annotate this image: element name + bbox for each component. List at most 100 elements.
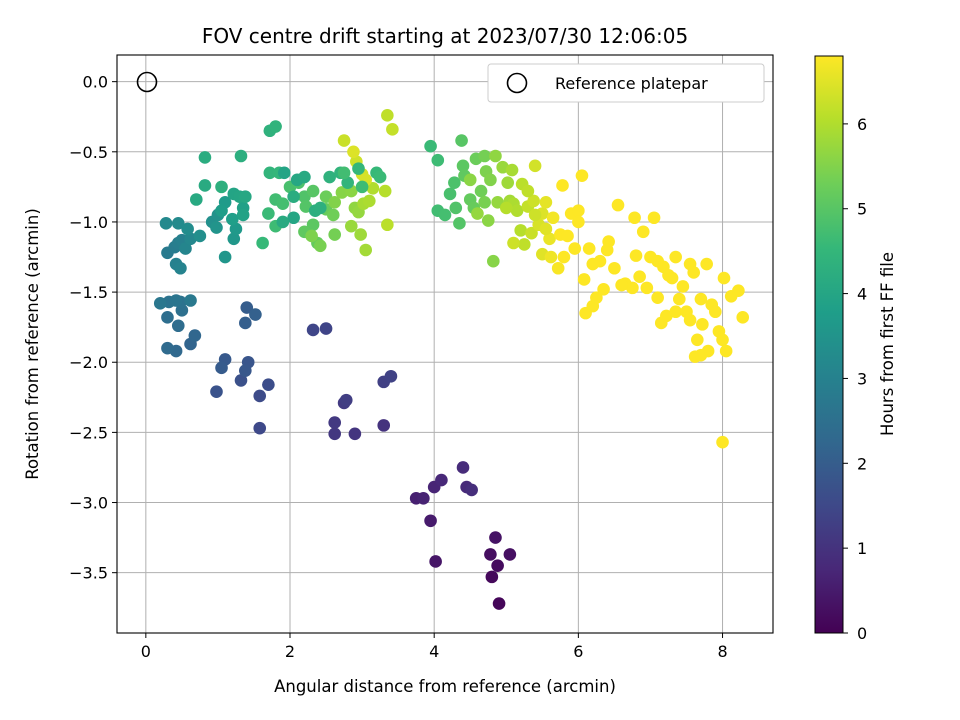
data-point (719, 344, 733, 358)
data-point (471, 207, 484, 220)
data-point (276, 197, 290, 211)
data-point (347, 145, 360, 159)
data-point (660, 309, 673, 323)
data-point (551, 261, 565, 275)
data-point (455, 134, 468, 147)
data-point (198, 151, 212, 164)
data-point (521, 184, 535, 198)
data-point (328, 196, 342, 209)
data-point (629, 249, 643, 262)
data-point (465, 483, 478, 497)
data-point (683, 313, 697, 327)
data-point (366, 181, 380, 195)
data-point (363, 194, 376, 208)
data-point (198, 179, 212, 192)
data-point (352, 162, 365, 175)
data-point (417, 492, 430, 505)
data-point (501, 176, 515, 189)
data-point (174, 261, 187, 275)
data-point (453, 217, 466, 230)
y-tick-label: −3.0 (69, 494, 108, 513)
data-point (263, 166, 277, 180)
x-tick-label: 0 (141, 642, 151, 661)
data-point (528, 208, 542, 222)
data-point (328, 427, 342, 441)
data-point (161, 341, 174, 355)
data-point (590, 291, 603, 305)
data-point (716, 435, 729, 449)
data-point (694, 292, 708, 306)
reference-platepar-marker (136, 71, 158, 93)
legend-box (487, 63, 765, 103)
data-point (489, 531, 502, 544)
data-point (218, 250, 232, 264)
data-point (161, 311, 174, 324)
data-point (189, 193, 203, 206)
colorbar-tick-label: 2 (857, 454, 867, 473)
data-point (424, 139, 437, 153)
data-point (171, 319, 185, 333)
data-point (665, 271, 679, 285)
data-point (179, 242, 192, 255)
x-axis-label: Angular distance from reference (arcmin) (274, 677, 616, 696)
colorbar (814, 55, 844, 634)
data-point (528, 159, 542, 173)
data-point (647, 211, 661, 225)
data-point (611, 198, 625, 212)
data-point (503, 548, 517, 561)
data-point (319, 322, 333, 335)
data-point (306, 184, 320, 198)
data-point (239, 190, 252, 203)
data-point (193, 229, 207, 243)
data-point (696, 318, 709, 331)
data-point (557, 250, 571, 264)
data-point (597, 282, 610, 296)
data-point (448, 176, 461, 189)
data-point (626, 281, 639, 295)
data-point (226, 212, 239, 226)
data-point (253, 389, 267, 403)
y-tick-label: −2.5 (69, 423, 108, 442)
data-point (236, 208, 250, 222)
data-point (527, 194, 540, 208)
y-axis-label: Rotation from reference (arcmin) (23, 208, 42, 480)
data-point (572, 204, 585, 218)
data-point (716, 333, 729, 347)
data-point (507, 236, 520, 250)
x-axis-ticks: 0 2 4 6 8 (141, 633, 728, 661)
data-point (313, 239, 327, 253)
data-point (561, 229, 574, 243)
data-point (463, 173, 477, 187)
legend-entry-reference-platepar: Reference platepar (555, 74, 708, 93)
plot-frame (116, 54, 774, 634)
data-point (676, 280, 690, 293)
data-point (355, 180, 369, 194)
data-point (568, 242, 582, 255)
x-tick-label: 8 (717, 642, 727, 661)
x-tick-label: 2 (285, 642, 295, 661)
chart-title: FOV centre drift starting at 2023/07/30 … (202, 24, 688, 48)
data-point (484, 548, 497, 561)
data-point (313, 201, 327, 215)
data-point (510, 204, 524, 218)
data-point (306, 218, 320, 232)
data-point (582, 242, 596, 255)
data-point (276, 215, 290, 229)
data-point (287, 190, 300, 203)
colorbar-ticks: 0 1 2 3 4 5 6 (843, 115, 867, 643)
y-tick-label: −2.0 (69, 353, 108, 372)
data-point (514, 224, 527, 237)
data-point (481, 214, 495, 227)
data-point (323, 170, 336, 184)
data-point (227, 232, 241, 246)
data-point (234, 149, 248, 163)
data-point (586, 257, 600, 271)
data-point (210, 221, 223, 234)
data-point (539, 196, 553, 209)
data-point (344, 219, 358, 233)
data-point (505, 163, 519, 177)
data-point (485, 570, 499, 584)
legend-marker-icon (506, 72, 528, 94)
